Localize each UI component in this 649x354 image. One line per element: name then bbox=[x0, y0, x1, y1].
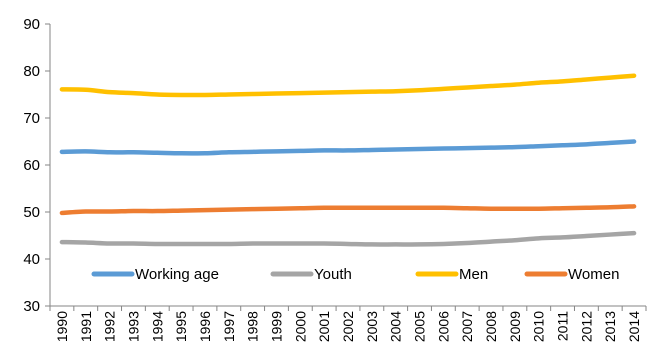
y-tick-label: 70 bbox=[23, 110, 40, 127]
x-tick-label: 1992 bbox=[102, 311, 118, 342]
x-tick-label: 1991 bbox=[78, 311, 94, 342]
legend-label-women: Women bbox=[568, 266, 619, 283]
x-tick-label: 1995 bbox=[173, 311, 189, 342]
x-tick-label: 1993 bbox=[125, 311, 141, 342]
x-tick-label: 1996 bbox=[197, 311, 213, 342]
x-tick-label: 1990 bbox=[54, 311, 70, 342]
series-line-women bbox=[59, 204, 637, 216]
x-tick-label: 2012 bbox=[578, 311, 594, 342]
y-tick-label: 60 bbox=[23, 157, 40, 174]
x-tick-label: 2000 bbox=[292, 311, 308, 342]
y-tick-label: 80 bbox=[23, 63, 40, 80]
series-line-youth bbox=[59, 230, 637, 247]
x-tick-label: 1997 bbox=[221, 311, 237, 342]
series-line-men bbox=[59, 73, 637, 98]
y-tick-label: 90 bbox=[23, 16, 40, 33]
y-tick-label: 50 bbox=[23, 204, 40, 221]
x-tick-label: 2001 bbox=[316, 311, 332, 342]
x-tick-label: 2009 bbox=[507, 311, 523, 342]
x-tick-label: 1999 bbox=[268, 311, 284, 342]
series-line-working-age bbox=[59, 139, 637, 156]
x-tick-label: 2007 bbox=[459, 311, 475, 342]
legend-label-youth: Youth bbox=[314, 266, 352, 283]
legend-label-men: Men bbox=[459, 266, 488, 283]
x-tick-label: 2002 bbox=[340, 311, 356, 342]
x-tick-label: 2010 bbox=[531, 311, 547, 342]
x-tick-label: 2008 bbox=[483, 311, 499, 342]
x-tick-label: 2011 bbox=[555, 311, 571, 341]
x-tick-label: 2005 bbox=[412, 311, 428, 342]
x-tick-label: 2004 bbox=[388, 311, 404, 342]
x-tick-label: 1998 bbox=[245, 311, 261, 342]
x-tick-label: 2013 bbox=[602, 311, 618, 342]
x-tick-label: 2003 bbox=[364, 311, 380, 342]
legend-label-working-age: Working age bbox=[135, 266, 219, 283]
x-tick-label: 2006 bbox=[435, 311, 451, 342]
x-tick-label: 1994 bbox=[149, 311, 165, 342]
x-tick-label: 2014 bbox=[626, 311, 642, 342]
y-tick-label: 30 bbox=[23, 298, 40, 315]
y-tick-label: 40 bbox=[23, 251, 40, 268]
